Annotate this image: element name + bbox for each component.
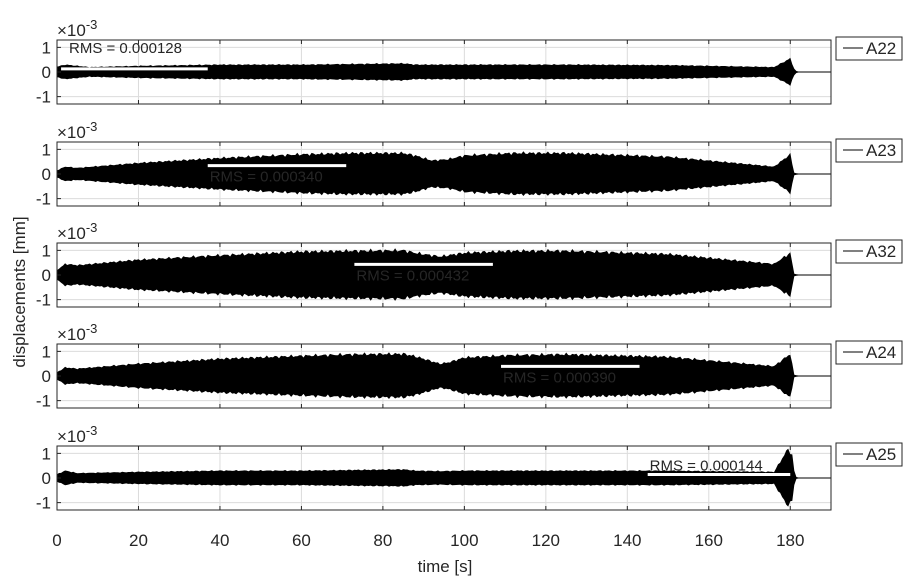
x-axis-label: time [s] xyxy=(418,557,473,576)
y-axis-label: displacements [mm] xyxy=(10,216,29,367)
y-tick-label: -1 xyxy=(36,392,51,411)
legend-label: A32 xyxy=(866,242,896,261)
y-tick-label: 1 xyxy=(42,38,51,57)
y-tick-label: -1 xyxy=(36,88,51,107)
x-tick-label: 100 xyxy=(450,531,478,550)
y-tick-label: 0 xyxy=(42,63,51,82)
exponent-base: ×10 xyxy=(57,224,86,243)
y-tick-label: 0 xyxy=(42,469,51,488)
rms-label: RMS = 0.000128 xyxy=(69,40,182,57)
x-tick-label: 140 xyxy=(613,531,641,550)
y-exponent-label: ×10-3 xyxy=(57,321,97,344)
x-tick-label: 60 xyxy=(292,531,311,550)
exponent-base: ×10 xyxy=(57,325,86,344)
legend-A32: A32 xyxy=(835,239,903,264)
exponent-power: -3 xyxy=(86,321,98,336)
exponent-base: ×10 xyxy=(57,123,86,142)
y-tick-label: -1 xyxy=(36,190,51,209)
panel-A23: RMS = 0.000340 -1 0 1 ×10-3 A23 xyxy=(36,119,903,209)
exponent-power: -3 xyxy=(86,423,98,438)
x-tick-label: 20 xyxy=(129,531,148,550)
y-exponent-label: ×10-3 xyxy=(57,119,97,142)
x-tick-label: 0 xyxy=(52,531,61,550)
y-tick-label: 1 xyxy=(42,444,51,463)
legend-A23: A23 xyxy=(835,138,903,163)
legend-box xyxy=(835,36,903,61)
rms-label: RMS = 0.000432 xyxy=(356,267,469,284)
y-tick-label: 0 xyxy=(42,165,51,184)
y-tick-label: 1 xyxy=(42,342,51,361)
x-tick-label: 120 xyxy=(532,531,560,550)
exponent-power: -3 xyxy=(86,220,98,235)
panel-A24: RMS = 0.000390 -1 0 1 ×10-3 A24 xyxy=(36,321,903,411)
y-exponent-label: ×10-3 xyxy=(57,423,97,446)
rms-label: RMS = 0.000340 xyxy=(210,169,323,186)
legend-box xyxy=(835,340,903,365)
panel-A22: RMS = 0.000128 -1 0 1 ×10-3 A22 xyxy=(36,17,903,107)
y-tick-label: -1 xyxy=(36,494,51,513)
exponent-power: -3 xyxy=(86,119,98,134)
x-tick-label: 40 xyxy=(210,531,229,550)
x-tick-label: 80 xyxy=(373,531,392,550)
rms-label: RMS = 0.000144 xyxy=(650,457,763,474)
exponent-power: -3 xyxy=(86,17,98,32)
legend-box xyxy=(835,442,903,467)
x-tick-label: 180 xyxy=(776,531,804,550)
y-exponent-label: ×10-3 xyxy=(57,220,97,243)
legend-label: A23 xyxy=(866,141,896,160)
y-tick-label: 0 xyxy=(42,367,51,386)
panel-A25: RMS = 0.000144 -1 0 1 ×10-3 A25 xyxy=(36,423,903,513)
exponent-base: ×10 xyxy=(57,427,86,446)
legend-A25: A25 xyxy=(835,442,903,467)
y-exponent-label: ×10-3 xyxy=(57,17,97,40)
legend-label: A24 xyxy=(866,343,896,362)
rms-label: RMS = 0.000390 xyxy=(503,369,616,386)
legend-label: A22 xyxy=(866,39,896,58)
y-tick-label: 1 xyxy=(42,140,51,159)
legend-box xyxy=(835,138,903,163)
legend-A22: A22 xyxy=(835,36,903,61)
y-tick-label: 0 xyxy=(42,266,51,285)
x-tick-label: 160 xyxy=(695,531,723,550)
exponent-base: ×10 xyxy=(57,21,86,40)
panel-A32: RMS = 0.000432 -1 0 1 ×10-3 A32 xyxy=(36,220,903,310)
legend-box xyxy=(835,239,903,264)
legend-A24: A24 xyxy=(835,340,903,365)
x-tick-labels: 0 20 40 60 80 100 120 140 160 180 xyxy=(52,531,804,550)
legend-label: A25 xyxy=(866,445,896,464)
y-tick-label: -1 xyxy=(36,291,51,310)
y-tick-label: 1 xyxy=(42,241,51,260)
